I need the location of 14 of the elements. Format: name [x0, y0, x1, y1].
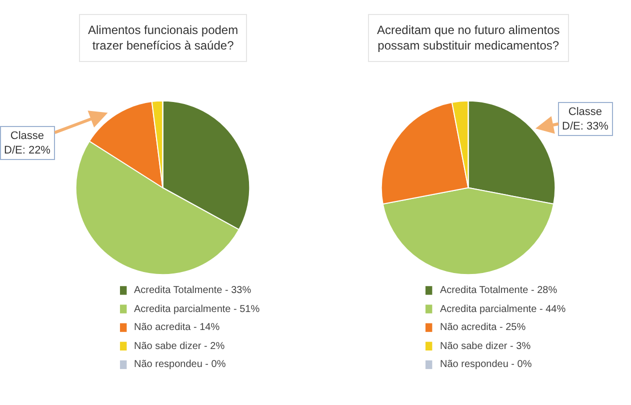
legend-label: Acredita Totalmente - 28%: [440, 285, 558, 296]
text: Classe D/E: 33%: [562, 106, 609, 132]
legend-label: Não respondeu - 0%: [134, 359, 226, 370]
legend-label: Não acredita - 25%: [440, 322, 526, 333]
text: Classe D/E: 22%: [4, 130, 51, 156]
legend-label: Não acredita - 14%: [134, 322, 220, 333]
chart-title: Acreditam que no futuro alimentos possam substituir medicamentos?: [377, 23, 560, 53]
legend-label: Acredita Totalmente - 33%: [134, 285, 252, 296]
legend-label: Não respondeu - 0%: [440, 359, 532, 370]
legend-label: Não sabe dizer - 3%: [440, 341, 531, 352]
chart-title: Alimentos funcionais podem trazer benefícios à saúde?: [88, 23, 238, 53]
legend-label: Acredita parcialmente - 44%: [440, 304, 566, 315]
legend-label: Acredita parcialmente - 51%: [134, 304, 260, 315]
legend-label: Não sabe dizer - 2%: [134, 341, 225, 352]
